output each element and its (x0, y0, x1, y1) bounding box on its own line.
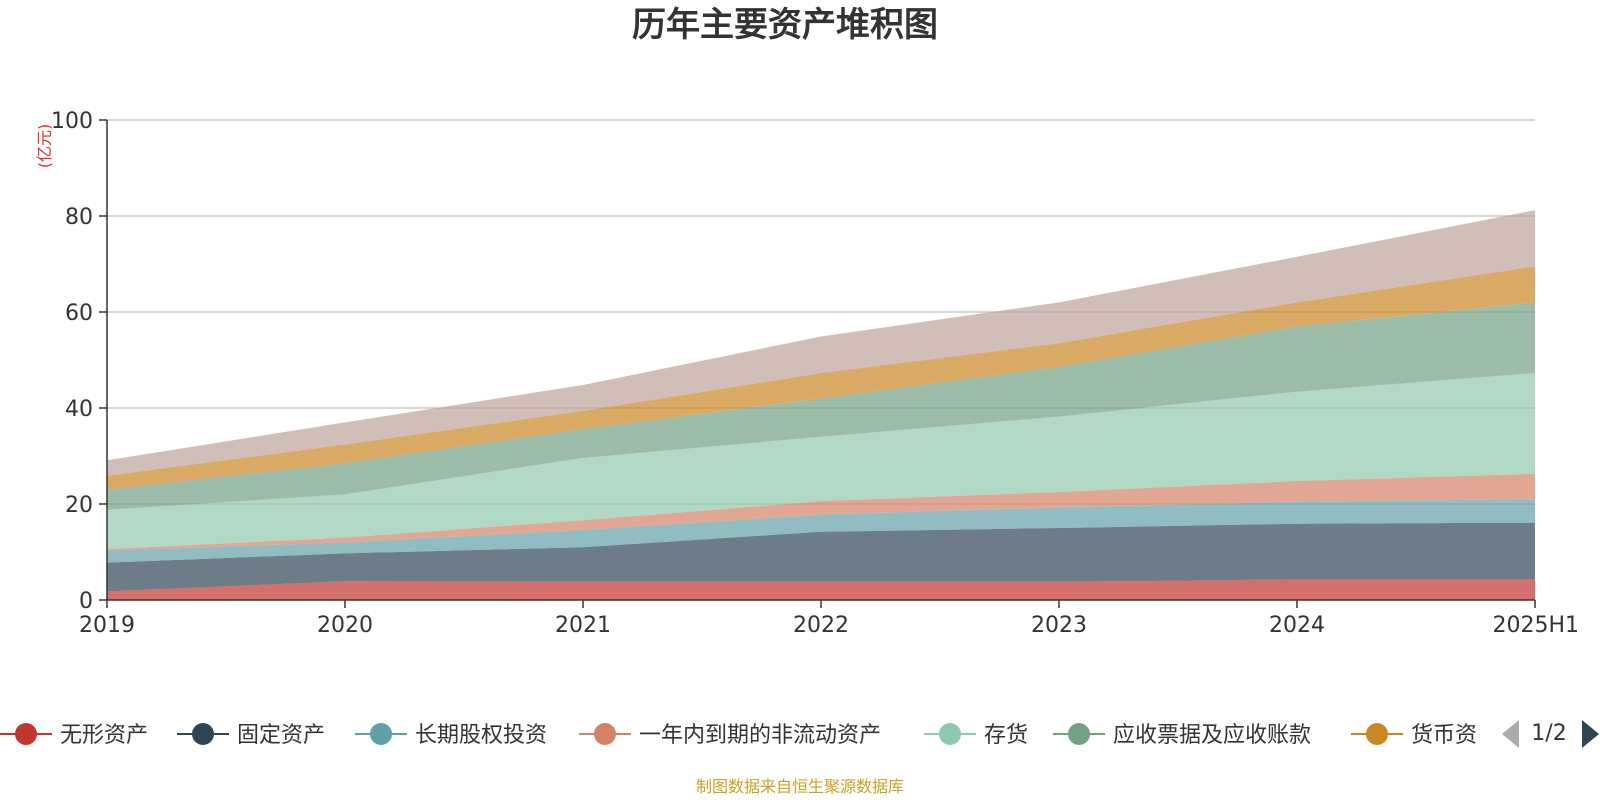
y-tick-label: 80 (65, 205, 93, 230)
legend-item[interactable]: 应收票据及应收账款 (1053, 723, 1311, 748)
area-series (107, 373, 1535, 550)
x-tick-label: 2020 (317, 613, 373, 638)
legend-item[interactable]: 长期股权投资 (355, 723, 547, 748)
legend-next-page-icon[interactable] (1582, 720, 1599, 748)
y-axis-ticks: 0 20 40 60 80 100 (51, 109, 107, 614)
x-tick-label: 2023 (1031, 613, 1087, 638)
legend-label: 无形资产 (60, 723, 148, 748)
legend-label: 长期股权投资 (415, 723, 547, 748)
x-tick-label: 2024 (1269, 613, 1325, 638)
area-series (107, 522, 1535, 592)
x-tick-label: 2025H1 (1492, 613, 1579, 638)
legend-item[interactable]: 货币资 (1351, 723, 1477, 748)
y-tick-label: 60 (65, 301, 93, 326)
x-tick-label: 2019 (79, 613, 135, 638)
legend-prev-page-icon[interactable] (1502, 720, 1519, 748)
legend-item[interactable]: 一年内到期的非流动资产 (579, 723, 881, 748)
legend-circle-marker (370, 723, 392, 745)
area-series (107, 302, 1535, 510)
legend-page-indicator: 1/2 (1531, 721, 1566, 746)
chart-title: 历年主要资产堆积图 (632, 5, 938, 45)
y-tick-label: 100 (51, 109, 93, 134)
legend-item[interactable]: 存货 (924, 723, 1028, 748)
legend: 无形资产 固定资产 长期股权投资 一年内到期的非流动资产 存货 应收票据及应收账款 货币资 (0, 723, 1477, 748)
data-source-note: 制图数据来自恒生聚源数据库 (696, 777, 904, 796)
legend-label: 存货 (984, 723, 1028, 748)
area-series (107, 499, 1535, 563)
legend-circle-marker (15, 723, 37, 745)
y-tick-label: 0 (79, 589, 93, 614)
x-axis-ticks: 2019 2020 2021 2022 2023 2024 2025H1 (79, 600, 1579, 638)
legend-label: 固定资产 (237, 723, 325, 748)
legend-label: 应收票据及应收账款 (1113, 723, 1311, 748)
area-series (107, 579, 1535, 600)
legend-circle-marker (192, 723, 214, 745)
legend-item[interactable]: 无形资产 (0, 723, 148, 748)
x-tick-label: 2022 (793, 613, 849, 638)
legend-circle-marker (1068, 723, 1090, 745)
legend-circle-marker (939, 723, 961, 745)
legend-label: 一年内到期的非流动资产 (639, 723, 881, 748)
legend-circle-marker (594, 723, 616, 745)
area-series-layer (107, 210, 1535, 600)
legend-pager: 1/2 (1502, 720, 1599, 748)
area-series (107, 473, 1535, 551)
area-series (107, 210, 1535, 476)
y-axis-unit-label: (亿元) (35, 124, 54, 169)
y-tick-label: 40 (65, 397, 93, 422)
y-tick-label: 20 (65, 493, 93, 518)
x-tick-label: 2021 (555, 613, 611, 638)
area-series (107, 266, 1535, 490)
legend-label: 货币资 (1411, 723, 1477, 748)
legend-circle-marker (1366, 723, 1388, 745)
legend-item[interactable]: 固定资产 (177, 723, 325, 748)
